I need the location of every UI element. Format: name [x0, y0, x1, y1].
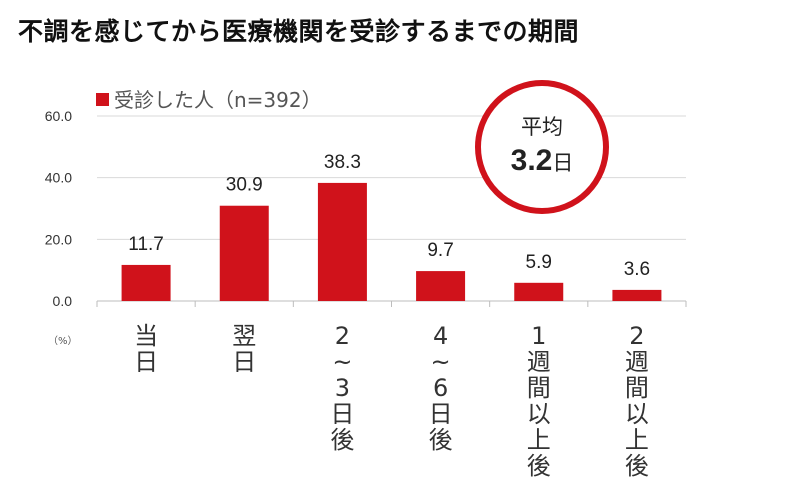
data-label: 38.3 — [324, 152, 361, 173]
average-badge: 平均 3.2日 — [475, 80, 609, 214]
category-label: 間 — [625, 374, 649, 402]
category-label: 日 — [429, 400, 453, 428]
category-label: 1 — [531, 322, 546, 350]
category-label: 当 — [134, 322, 158, 350]
category-label: 上 — [527, 426, 551, 454]
category-label: 後 — [625, 452, 649, 480]
y-axis-ticks: 0.0 20.0 40.0 60.0 — [45, 108, 72, 309]
average-label: 平均 — [521, 115, 563, 139]
legend-label: 受診した人（n=392） — [114, 88, 322, 112]
category-label: 後 — [330, 426, 354, 454]
data-label: 30.9 — [226, 175, 263, 196]
average-ring — [475, 80, 609, 214]
average-value: 3.2 — [511, 144, 553, 177]
category-label: 2 — [335, 322, 350, 350]
category-label: 日 — [330, 400, 354, 428]
bar — [219, 205, 269, 301]
value-labels: 11.7 30.9 38.3 9.7 5.9 3.6 — [128, 152, 650, 280]
y-tick-label: 40.0 — [45, 170, 72, 186]
category-label: 以 — [527, 400, 551, 428]
category-label: ~ — [431, 348, 451, 376]
category-label: 4 — [433, 322, 448, 350]
category-label: 週 — [527, 348, 551, 376]
data-label: 11.7 — [128, 234, 164, 255]
category-label: 間 — [527, 374, 551, 402]
bars — [121, 182, 662, 301]
category-label: 2 — [629, 322, 644, 350]
category-label: ~ — [332, 348, 352, 376]
bar — [612, 289, 662, 301]
category-label: 日 — [232, 348, 256, 376]
data-label: 9.7 — [427, 240, 453, 261]
average-value-group: 3.2日 — [511, 144, 574, 177]
legend-swatch — [96, 93, 109, 106]
data-label: 3.6 — [624, 259, 650, 280]
average-unit: 日 — [552, 151, 573, 175]
data-label: 5.9 — [526, 252, 552, 273]
category-label: 翌 — [232, 322, 256, 350]
category-label: 3 — [335, 374, 350, 402]
category-label: 日 — [134, 348, 158, 376]
chart-title: 不調を感じてから医療機関を受診するまでの期間 — [18, 17, 580, 46]
y-tick-label: 20.0 — [45, 231, 72, 247]
category-label: 6 — [433, 374, 448, 402]
bar — [514, 282, 564, 301]
bar — [416, 271, 466, 301]
y-unit-label: （%） — [48, 335, 78, 347]
category-label: 以 — [625, 400, 649, 428]
category-label: 週 — [625, 348, 649, 376]
category-label: 上 — [625, 426, 649, 454]
y-tick-label: 0.0 — [53, 293, 73, 309]
category-label: 後 — [527, 452, 551, 480]
gridlines — [96, 115, 687, 307]
bar — [121, 264, 171, 301]
category-label: 後 — [429, 426, 453, 454]
bar — [317, 182, 367, 301]
y-tick-label: 60.0 — [45, 108, 72, 124]
